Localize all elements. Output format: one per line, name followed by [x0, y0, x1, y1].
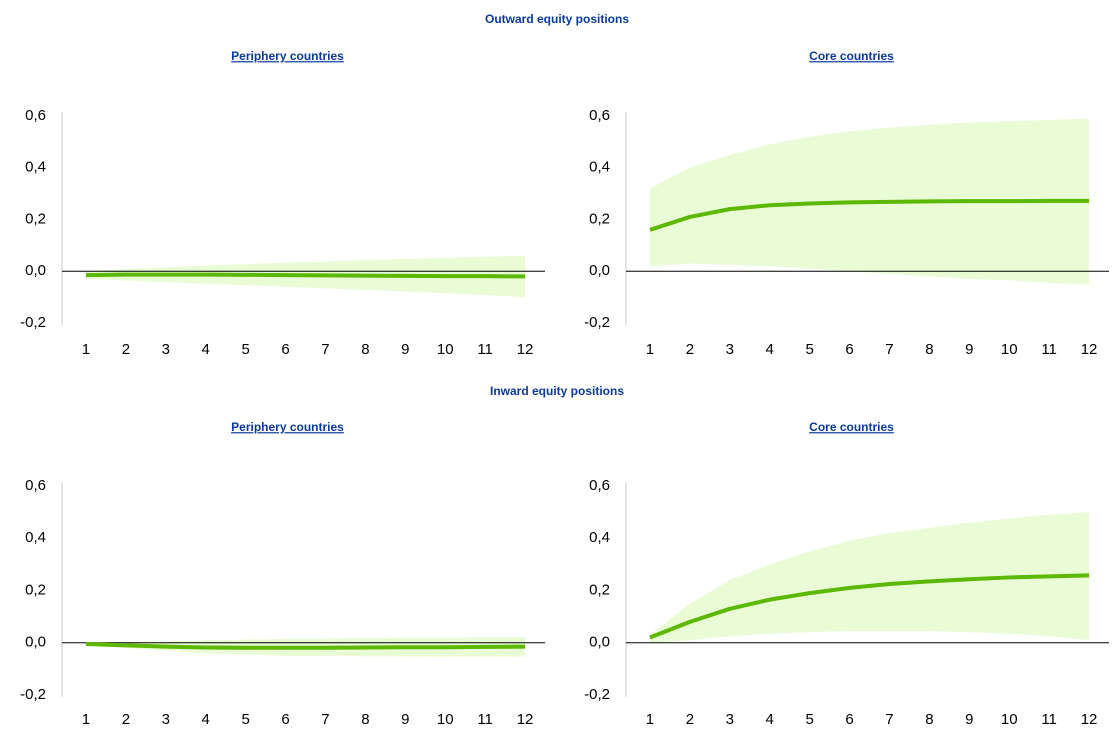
chart-title: Periphery countries	[231, 49, 344, 63]
x-tick-label: 3	[162, 711, 170, 728]
y-tick-label: 0,6	[25, 477, 46, 494]
x-tick-label: 4	[202, 341, 210, 358]
y-tick-label: 0,0	[25, 634, 46, 651]
y-tick-label: 0,4	[25, 159, 46, 176]
y-tick-label: -0,2	[20, 686, 46, 703]
chart-title: Core countries	[809, 420, 894, 434]
x-tick-label: 8	[925, 341, 933, 358]
x-tick-label: 12	[1081, 711, 1098, 728]
x-tick-label: 10	[437, 711, 454, 728]
x-tick-label: 10	[1001, 341, 1018, 358]
y-tick-label: -0,2	[584, 686, 610, 703]
x-tick-label: 8	[361, 341, 369, 358]
x-tick-label: 9	[401, 341, 409, 358]
x-tick-label: 8	[361, 711, 369, 728]
y-tick-label: 0,2	[589, 581, 610, 598]
x-tick-label: 9	[965, 711, 973, 728]
x-tick-label: 4	[766, 711, 774, 728]
x-tick-label: 3	[162, 341, 170, 358]
y-tick-label: 0,0	[25, 262, 46, 279]
x-tick-label: 2	[686, 341, 694, 358]
line	[649, 573, 1090, 640]
x-tick-label: 7	[885, 711, 893, 728]
x-tick-label: 11	[1041, 341, 1057, 358]
x-tick-label: 2	[122, 711, 130, 728]
x-tick-label: 5	[805, 711, 813, 728]
x-tick-label: 12	[517, 341, 534, 358]
x-tick-label: 1	[646, 341, 654, 358]
x-tick-label: 6	[845, 711, 853, 728]
x-tick-label: 4	[766, 341, 774, 358]
y-tick-label: 0,6	[589, 107, 610, 124]
x-tick-label: 7	[885, 341, 893, 358]
x-tick-label: 6	[281, 341, 289, 358]
x-tick-label: 6	[845, 341, 853, 358]
section-heading: Outward equity positions	[485, 12, 629, 26]
x-tick-label: 1	[646, 711, 654, 728]
x-tick-label: 4	[202, 711, 210, 728]
section-heading: Inward equity positions	[490, 384, 624, 398]
chart-title: Periphery countries	[231, 420, 344, 434]
x-tick-label: 1	[82, 341, 90, 358]
line	[85, 642, 526, 650]
y-tick-label: 0,2	[589, 210, 610, 227]
x-tick-label: 2	[122, 341, 130, 358]
chart-title: Core countries	[809, 49, 894, 63]
x-tick-label: 7	[321, 711, 329, 728]
y-tick-label: 0,2	[25, 581, 46, 598]
x-tick-label: 5	[241, 341, 249, 358]
x-tick-label: 8	[925, 711, 933, 728]
line	[85, 272, 526, 279]
x-tick-label: 11	[1041, 711, 1057, 728]
y-tick-label: 0,2	[25, 210, 46, 227]
x-tick-label: 9	[401, 711, 409, 728]
line	[649, 198, 1090, 232]
x-tick-label: 9	[965, 341, 973, 358]
x-tick-label: 12	[1081, 341, 1098, 358]
x-tick-label: 12	[517, 711, 534, 728]
y-tick-label: 0,0	[589, 262, 610, 279]
confidence-band	[649, 512, 1090, 643]
x-tick-label: 1	[82, 711, 90, 728]
x-tick-label: 11	[477, 341, 493, 358]
y-tick-label: 0,4	[589, 159, 610, 176]
x-tick-label: 3	[726, 341, 734, 358]
y-tick-label: 0,4	[589, 529, 610, 546]
y-tick-label: 0,6	[25, 107, 46, 124]
y-tick-label: 0,6	[589, 477, 610, 494]
x-tick-label: 5	[241, 711, 249, 728]
y-tick-label: 0,0	[589, 634, 610, 651]
y-tick-label: -0,2	[20, 314, 46, 331]
y-tick-label: 0,4	[25, 529, 46, 546]
y-tick-label: -0,2	[584, 314, 610, 331]
x-tick-label: 10	[1001, 711, 1018, 728]
x-tick-label: 11	[477, 711, 493, 728]
x-tick-label: 7	[321, 341, 329, 358]
x-tick-label: 10	[437, 341, 454, 358]
x-tick-label: 6	[281, 711, 289, 728]
x-tick-label: 2	[686, 711, 694, 728]
x-tick-label: 5	[805, 341, 813, 358]
x-tick-label: 3	[726, 711, 734, 728]
